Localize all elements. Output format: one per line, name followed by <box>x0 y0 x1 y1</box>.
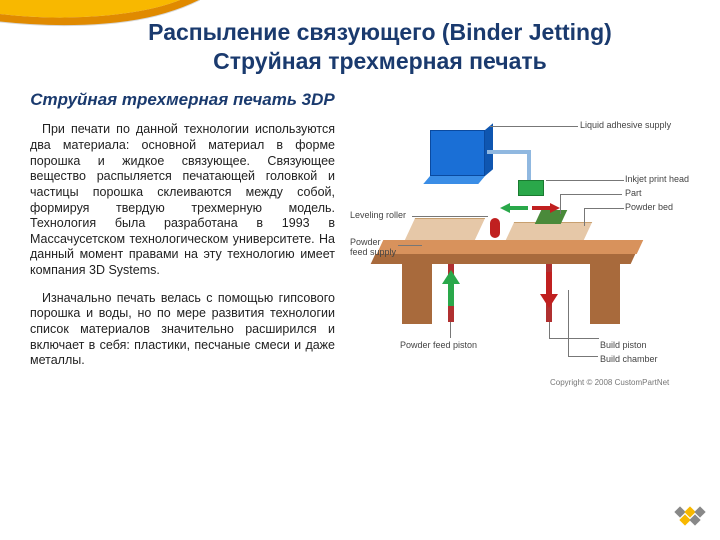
corner-logo-icon <box>670 504 708 530</box>
slide-title: Распыление связующего (Binder Jetting) С… <box>80 18 680 76</box>
label-leveling-roller: Leveling roller <box>350 210 406 220</box>
head-move-arrows <box>500 202 560 214</box>
title-line-1: Распыление связующего (Binder Jetting) <box>80 18 680 47</box>
label-powder-feed-piston: Powder feed piston <box>400 340 477 350</box>
table-top <box>377 240 644 254</box>
arrow-down-icon <box>538 270 560 310</box>
adhesive-tube <box>487 150 529 154</box>
liquid-adhesive-box <box>430 130 485 176</box>
diagram: Liquid adhesive supply Inkjet print head… <box>350 110 700 400</box>
leveling-roller <box>490 218 500 238</box>
paragraph-1: При печати по данной технологии использу… <box>30 122 335 278</box>
label-inkjet-head: Inkjet print head <box>625 174 689 184</box>
text-column: Струйная трехмерная печать 3DP При печат… <box>30 90 335 381</box>
build-bin <box>506 222 592 240</box>
diagram-copyright: Copyright © 2008 CustomPartNet <box>550 378 669 387</box>
title-line-2: Струйная трехмерная печать <box>80 47 680 76</box>
label-build-piston: Build piston <box>600 340 647 350</box>
label-powder-bed: Powder bed <box>625 202 673 212</box>
paragraph-2: Изначально печать велась с помощью гипсо… <box>30 291 335 369</box>
arrow-up-icon <box>440 270 462 310</box>
label-powder-feed-supply: Powder feed supply <box>350 238 400 258</box>
powder-feed-bin <box>405 218 485 240</box>
label-liquid-adhesive: Liquid adhesive supply <box>580 120 671 130</box>
inkjet-head <box>518 180 544 196</box>
label-build-chamber: Build chamber <box>600 354 658 364</box>
label-part: Part <box>625 188 642 198</box>
subtitle: Струйная трехмерная печать 3DP <box>30 90 335 110</box>
